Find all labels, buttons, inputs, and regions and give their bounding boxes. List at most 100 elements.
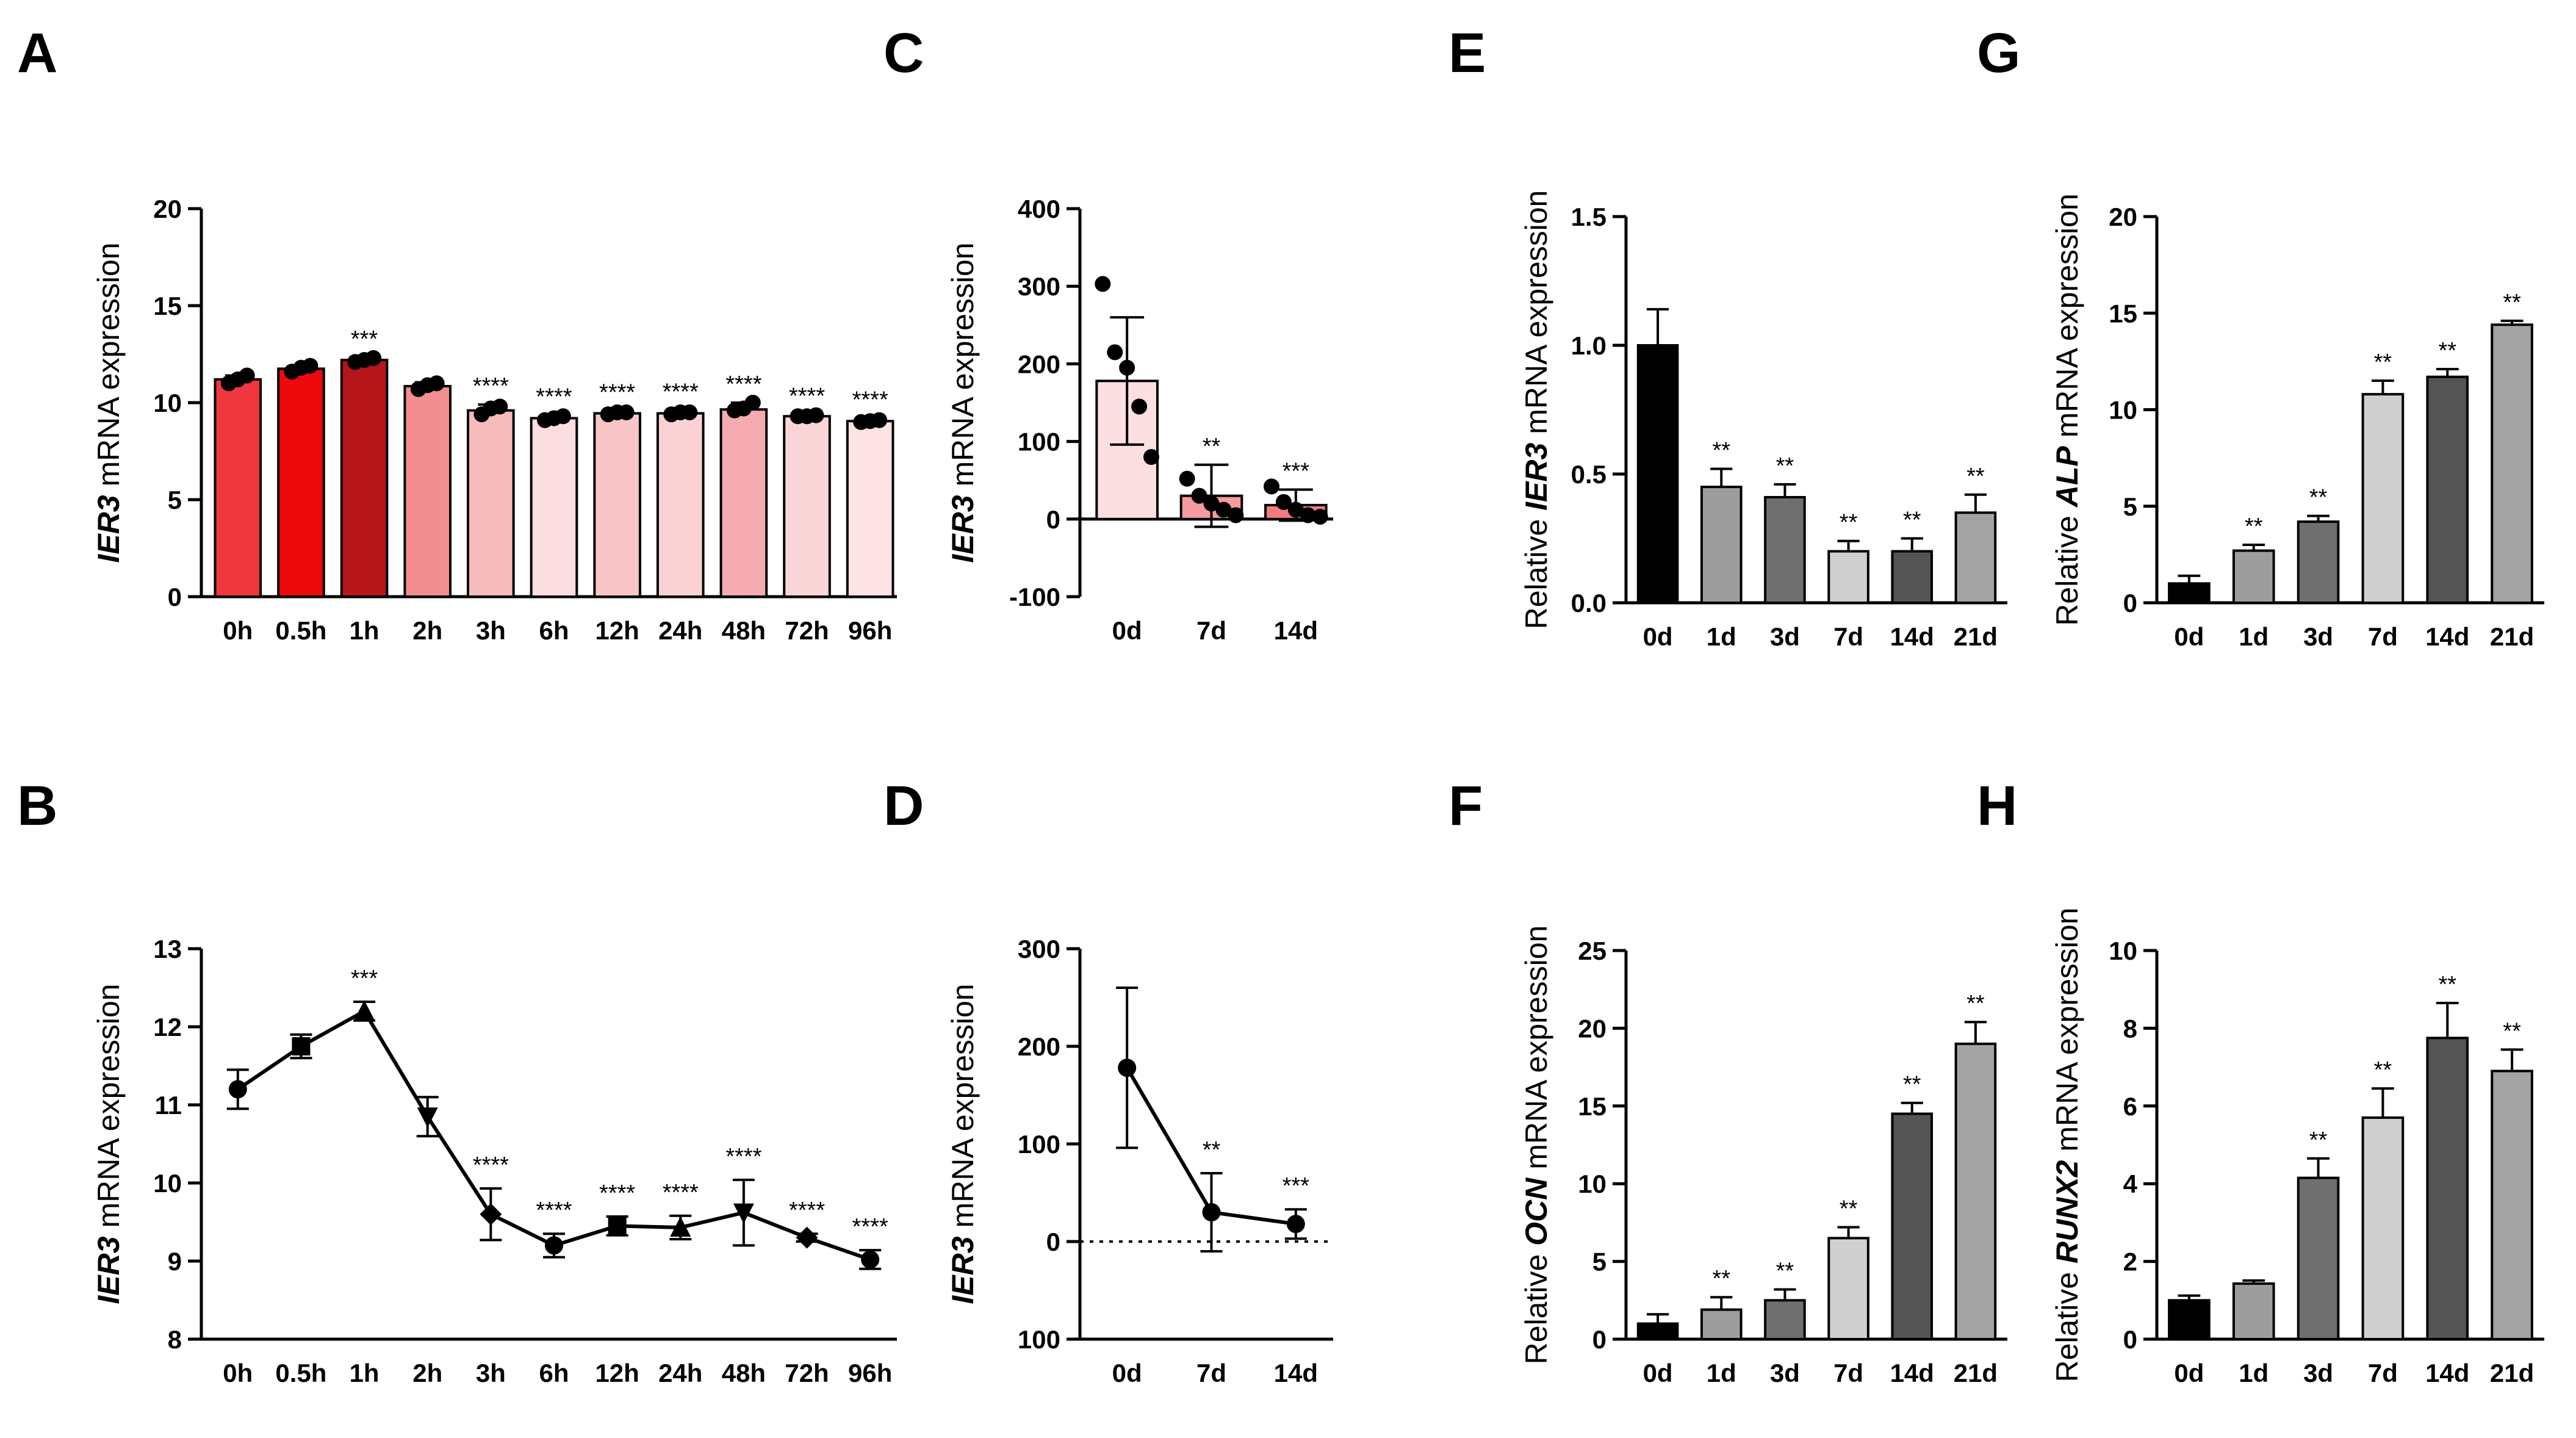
y-tick-label: 0 (168, 583, 182, 611)
bar (2491, 323, 2533, 604)
bar (783, 415, 831, 598)
x-tick-label: 2h (412, 616, 442, 645)
y-axis-label-gene: IER3 (92, 1236, 126, 1304)
x-tick-label: 24h (658, 616, 702, 645)
data-point (302, 358, 318, 374)
y-tick-label: 0 (2123, 1325, 2137, 1354)
y-axis-label-rest: mRNA expression (1519, 190, 1553, 443)
x-tick-label: 14d (2425, 1359, 2469, 1387)
bar (1700, 1308, 1743, 1340)
y-axis-label-prefix: Relative (1519, 511, 1553, 630)
x-tick-label: 14d (1274, 616, 1318, 645)
bar (2491, 1070, 2533, 1340)
y-axis-label-gene: IER3 (946, 1236, 980, 1304)
significance-label: ** (1966, 464, 1985, 489)
y-axis-label: Relative IER3 mRNA expression (1519, 190, 1553, 630)
significance-label: **** (852, 387, 888, 412)
bar (2426, 375, 2469, 604)
bar (530, 417, 578, 598)
x-tick-label: 0d (1643, 1359, 1673, 1387)
x-tick-label: 96h (848, 616, 892, 645)
x-tick-label: 21d (1954, 1359, 1998, 1387)
bar (403, 384, 452, 598)
significance-label: ** (2374, 350, 2392, 375)
significance-label: ** (1840, 1196, 1858, 1222)
panel-letter: D (883, 775, 924, 837)
panel-h: H Relative RUNX2 mRNA expression 0 2 4 6 8 10 0d… (1977, 775, 2544, 1387)
y-tick-label: 300 (1018, 935, 1060, 963)
bar (467, 409, 515, 598)
x-tick-label: 7d (1196, 616, 1226, 645)
significance-label: **** (536, 384, 572, 410)
y-axis-label: IER3 mRNA expression (92, 983, 126, 1304)
panel-a: A IER3 mRNA expression 0 5 10 15 20 0h 0.5h 1h 2h 3… (17, 22, 897, 645)
x-tick-label: 21d (1954, 622, 1998, 651)
significance-label: ** (1776, 1258, 1794, 1284)
significance-label: **** (599, 380, 635, 406)
significance-label: *** (351, 966, 378, 991)
data-point (608, 1217, 627, 1235)
panel-letter: H (1977, 775, 2017, 837)
significance-label: ** (2245, 514, 2263, 539)
y-axis-label-rest: mRNA expression (946, 983, 980, 1236)
significance-label: ** (2374, 1057, 2392, 1083)
x-tick-label: 1h (350, 1359, 380, 1387)
y-axis-label: IER3 mRNA expression (92, 242, 126, 563)
y-tick-label: 8 (168, 1325, 182, 1354)
y-tick-label: -100 (1009, 583, 1060, 611)
y-axis-label: Relative RUNX2 mRNA expression (2050, 907, 2084, 1382)
x-tick-label: 3d (1770, 1359, 1800, 1387)
data-point (417, 1107, 438, 1128)
x-tick-label: 0d (1112, 616, 1142, 645)
bar (1764, 1299, 1806, 1341)
y-axis-label-rest: mRNA expression (92, 983, 126, 1236)
data-point (871, 412, 888, 428)
panel-letter: C (883, 22, 924, 84)
x-tick-label: 12h (595, 1359, 639, 1387)
y-tick-label: 9 (168, 1247, 182, 1276)
data-point (1179, 470, 1195, 487)
significance-label: ** (1840, 510, 1858, 536)
y-tick-label: 0.0 (1571, 589, 1606, 617)
data-point (796, 1226, 818, 1249)
panel-letter: B (17, 775, 57, 837)
bar (719, 408, 768, 598)
y-tick-label: 6 (2123, 1092, 2137, 1121)
significance-label: ** (1776, 453, 1794, 479)
bar (340, 359, 389, 598)
data-point (1202, 1203, 1221, 1221)
data-point (1286, 1215, 1305, 1234)
significance-label: **** (725, 1144, 761, 1170)
x-tick-label: 3d (2303, 1359, 2333, 1387)
y-axis-label-rest: mRNA expression (1519, 926, 1553, 1178)
significance-label: *** (1283, 458, 1310, 484)
y-axis-label-gene: IER3 (946, 495, 980, 563)
bar (2168, 582, 2211, 604)
y-tick-label: 100 (1018, 1130, 1060, 1159)
data-point (1263, 478, 1279, 495)
data-point (292, 1037, 311, 1055)
data-point (861, 1250, 880, 1269)
data-point (1287, 502, 1304, 518)
y-axis-label-prefix: Relative (2050, 1264, 2084, 1382)
y-tick-label: 12 (153, 1013, 182, 1041)
y-tick-label: 8 (2123, 1014, 2137, 1043)
y-tick-label: 200 (1018, 1032, 1060, 1061)
y-tick-label: 15 (153, 292, 182, 320)
y-tick-label: 100 (1018, 428, 1060, 456)
y-tick-label: 200 (1018, 350, 1060, 378)
y-axis-label-gene: ALP (2050, 446, 2084, 509)
x-tick-label: 7d (2368, 1359, 2398, 1387)
x-tick-label: 21d (2490, 1359, 2534, 1387)
bar (656, 412, 705, 598)
significance-label: ** (1903, 1072, 1921, 1098)
significance-label: ** (2503, 290, 2521, 315)
data-point (239, 367, 255, 384)
y-axis-label-gene: IER3 (1519, 442, 1553, 510)
data-point (744, 395, 761, 411)
data-point (228, 1080, 247, 1099)
panel-d: D IER3 mRNA expression 100 0 100 200 300 0d 7d 14… (883, 775, 1333, 1387)
bar (2361, 393, 2405, 604)
bar (2361, 1116, 2405, 1341)
data-point (428, 375, 445, 392)
